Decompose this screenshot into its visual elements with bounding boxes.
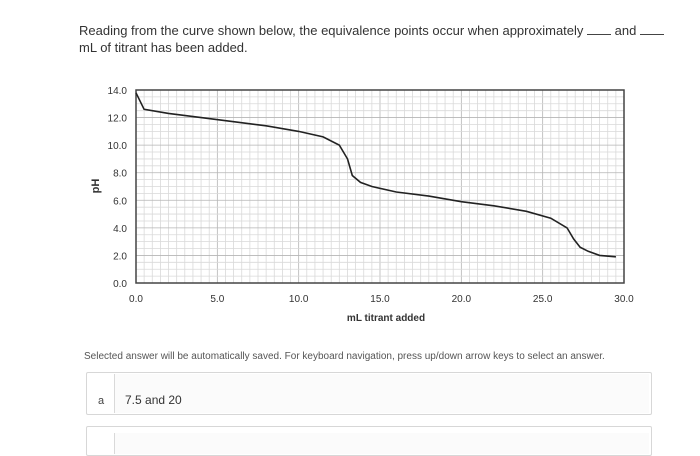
answer-text-box [114,433,649,454]
x-tick-label: 15.0 [370,294,390,305]
y-tick-label: 8.0 [113,169,127,180]
question-suffix: of titrant has been added. [100,40,248,55]
x-tick-label: 10.0 [289,294,309,305]
x-tick-label: 5.0 [210,294,224,305]
y-tick-label: 12.0 [108,114,128,125]
y-tick-label: 2.0 [113,251,127,262]
question-prefix: Reading from the curve shown below, the … [79,23,584,38]
question-and: and [614,23,637,38]
autosave-notice: Selected answer will be automatically sa… [84,351,605,362]
answer-option-b[interactable] [86,426,652,456]
x-tick-label: 30.0 [614,294,634,305]
answer-letter: a [98,395,105,407]
answer-text-box: 7.5 and 20 [114,374,649,413]
titration-chart: 0.0 2.0 4.0 6.0 8.0 10.0 12.0 14.0 0.0 5.0 10.0 15… [90,86,634,324]
blank-2 [639,24,664,35]
answer-option-a[interactable]: a 7.5 and 20 [86,372,652,415]
question-unit: mL [79,40,97,55]
plot-frame [135,89,625,284]
titration-curve [135,92,616,258]
x-tick-label: 20.0 [452,294,472,305]
blank-1 [587,24,612,35]
y-tick-label: 0.0 [113,279,127,290]
x-tick-label: 0.0 [129,294,143,305]
chart-grid [135,89,625,284]
x-tick-label: 25.0 [533,294,553,305]
y-tick-label: 4.0 [113,224,127,235]
answer-text: 7.5 and 20 [125,393,182,407]
y-tick-label: 6.0 [113,196,127,207]
y-axis-label: pH [90,179,102,194]
y-tick-label: 10.0 [108,141,128,152]
y-tick-labels: 0.0 2.0 4.0 6.0 8.0 10.0 12.0 14.0 [108,86,128,290]
x-axis-label: mL titrant added [347,313,425,324]
question-text: Reading from the curve shown below, the … [79,22,679,56]
y-tick-label: 14.0 [108,86,128,97]
x-tick-labels: 0.0 5.0 10.0 15.0 20.0 25.0 30.0 [129,294,634,305]
